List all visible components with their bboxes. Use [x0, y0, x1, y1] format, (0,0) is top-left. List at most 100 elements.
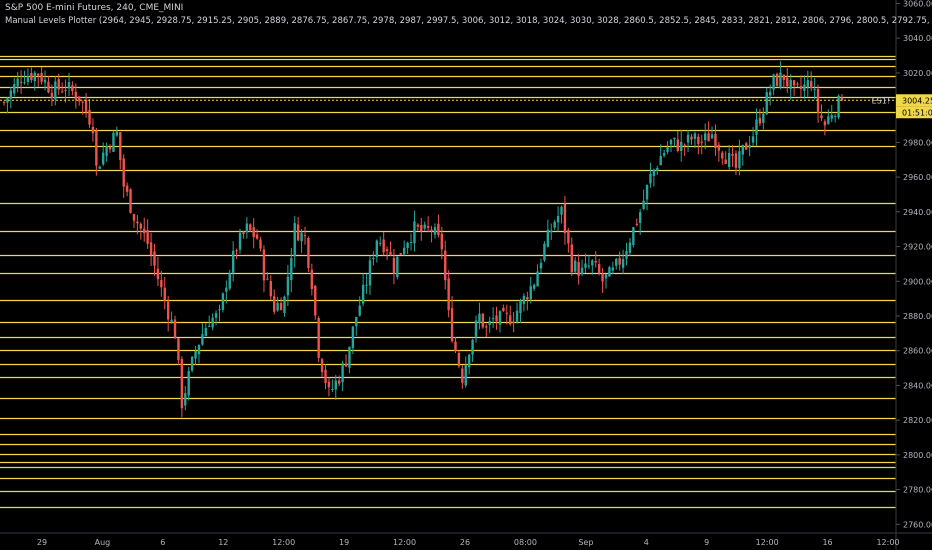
last-price-marker: ES1! 3004.25 01:51:07 [0, 94, 932, 119]
time-tick-label: Sep [578, 538, 593, 547]
candle-body [33, 72, 36, 82]
candle-body [341, 363, 344, 383]
candle-body [820, 115, 823, 119]
candle-body [731, 153, 734, 156]
candle-body [166, 301, 170, 320]
candle-body [707, 133, 710, 142]
candle-body [673, 137, 676, 140]
candle-body [550, 230, 553, 233]
candle-body [358, 305, 361, 316]
candle-body [714, 133, 717, 149]
candle-body [317, 317, 320, 358]
time-tick-label: 08:00 [514, 538, 537, 547]
time-tick-label: 19 [339, 538, 349, 547]
candle-body [413, 221, 416, 244]
candle-body [211, 317, 214, 328]
candle-body [727, 153, 731, 168]
candle-body [478, 313, 481, 323]
candle-body [225, 287, 228, 292]
candle-body [348, 346, 351, 368]
candle-body [365, 284, 368, 286]
price-tick-label: 2800.00 [903, 451, 932, 460]
candle-body [597, 264, 601, 274]
candle-body [577, 261, 580, 276]
candle-body [64, 89, 67, 91]
candle-body [67, 82, 71, 89]
candle-body [194, 350, 197, 359]
candle-body [796, 83, 799, 85]
candle-body [101, 152, 105, 165]
candle-body [816, 89, 820, 113]
candle-body [26, 76, 30, 82]
candle-body [344, 363, 348, 367]
candle-body [290, 258, 293, 281]
candle-body [218, 309, 221, 311]
candle-body [782, 74, 786, 80]
price-tick-label: 2820.00 [903, 416, 932, 425]
candle-body [560, 206, 563, 215]
candle-body [457, 352, 461, 367]
candle-body [509, 315, 512, 325]
candle-body [656, 168, 659, 171]
candle-body [580, 267, 584, 275]
candle-body [669, 139, 673, 145]
candle-body [40, 72, 43, 82]
candle-body [420, 224, 423, 232]
candle-body [837, 95, 840, 118]
candle-body [652, 169, 656, 176]
candle-body [833, 115, 837, 117]
price-axis[interactable]: 3060.003040.003020.003000.002980.002960.… [895, 0, 932, 550]
candle-body [389, 251, 392, 255]
candle-body [471, 339, 474, 355]
candle-body [177, 338, 180, 361]
candle-body [768, 91, 772, 96]
candle-body [553, 221, 556, 228]
candle-body [242, 232, 245, 234]
candle-body [156, 268, 160, 280]
candle-body [84, 100, 88, 112]
candle-body [467, 354, 471, 368]
candle-body [269, 281, 272, 297]
candle-body [273, 296, 276, 312]
time-axis[interactable]: 29 Aug 6 12 12:00 19 12:00 26 08:00 Sep 4 9 12:00 16 1… [0, 532, 932, 547]
candle-body [204, 328, 208, 337]
price-tick-label: 2780.00 [903, 486, 932, 495]
candle-body [252, 227, 255, 238]
candle-body [454, 341, 457, 352]
candle-body [228, 273, 231, 289]
candle-body [632, 227, 635, 245]
candle-body [645, 185, 649, 200]
candle-body [563, 203, 567, 234]
candles [2, 61, 844, 418]
candle-body [23, 82, 26, 84]
candle-body [173, 319, 177, 339]
candle-body [621, 259, 625, 268]
candle-body [690, 136, 693, 140]
candle-body [361, 284, 365, 304]
candle-body [751, 136, 755, 143]
candle-body [823, 121, 827, 126]
candle-body [136, 221, 139, 224]
candle-body [88, 109, 91, 125]
candle-body [143, 228, 146, 234]
candle-body [255, 234, 259, 239]
candle-body [303, 235, 307, 237]
candle-body [813, 89, 816, 91]
candle-body [779, 72, 782, 88]
candle-body [125, 185, 129, 192]
candle-body [447, 278, 450, 311]
candle-body [666, 147, 669, 152]
candle-body [379, 242, 382, 244]
candle-body [214, 313, 218, 318]
candle-body [693, 133, 697, 139]
candle-body [245, 223, 249, 233]
indicator-label[interactable]: Manual Levels Plotter (2964, 2945, 2928.… [5, 16, 932, 26]
candle-body [686, 134, 690, 143]
candle-body [324, 369, 327, 383]
candle-body [786, 77, 789, 87]
candle-body [830, 115, 833, 119]
chart-title: S&P 500 E-mini Futures, 240, CME_MINI [5, 3, 183, 13]
time-tick-label: 12:00 [393, 538, 416, 547]
candle-body [54, 81, 57, 100]
